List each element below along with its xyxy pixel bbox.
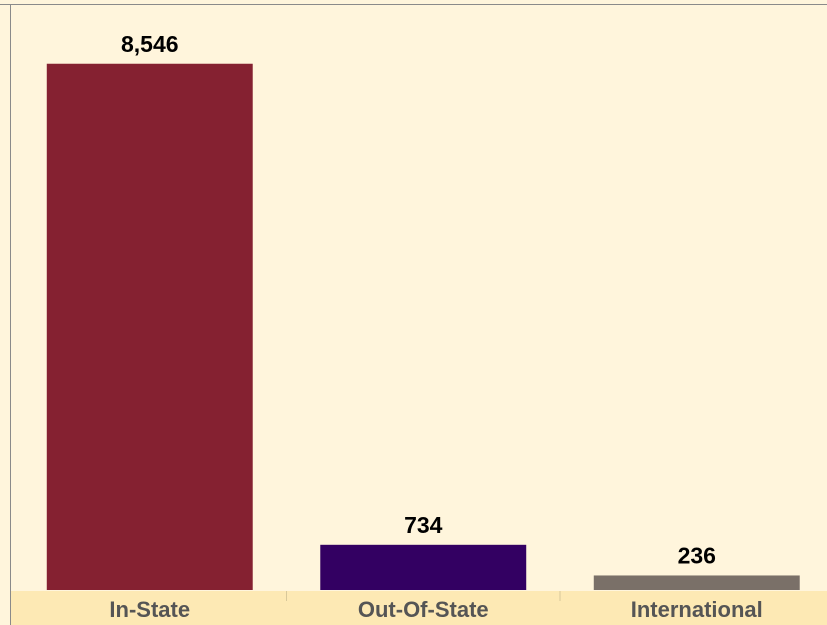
bar: [320, 544, 527, 590]
value-label: 734: [404, 512, 443, 538]
value-label: 8,546: [121, 31, 179, 57]
category-band: [11, 591, 827, 625]
x-tick-label: International: [631, 597, 763, 622]
bar: [593, 575, 800, 590]
x-tick-label: Out-Of-State: [358, 597, 489, 622]
value-label: 236: [678, 543, 716, 569]
bar: [46, 63, 253, 590]
x-tick-label: In-State: [109, 597, 190, 622]
